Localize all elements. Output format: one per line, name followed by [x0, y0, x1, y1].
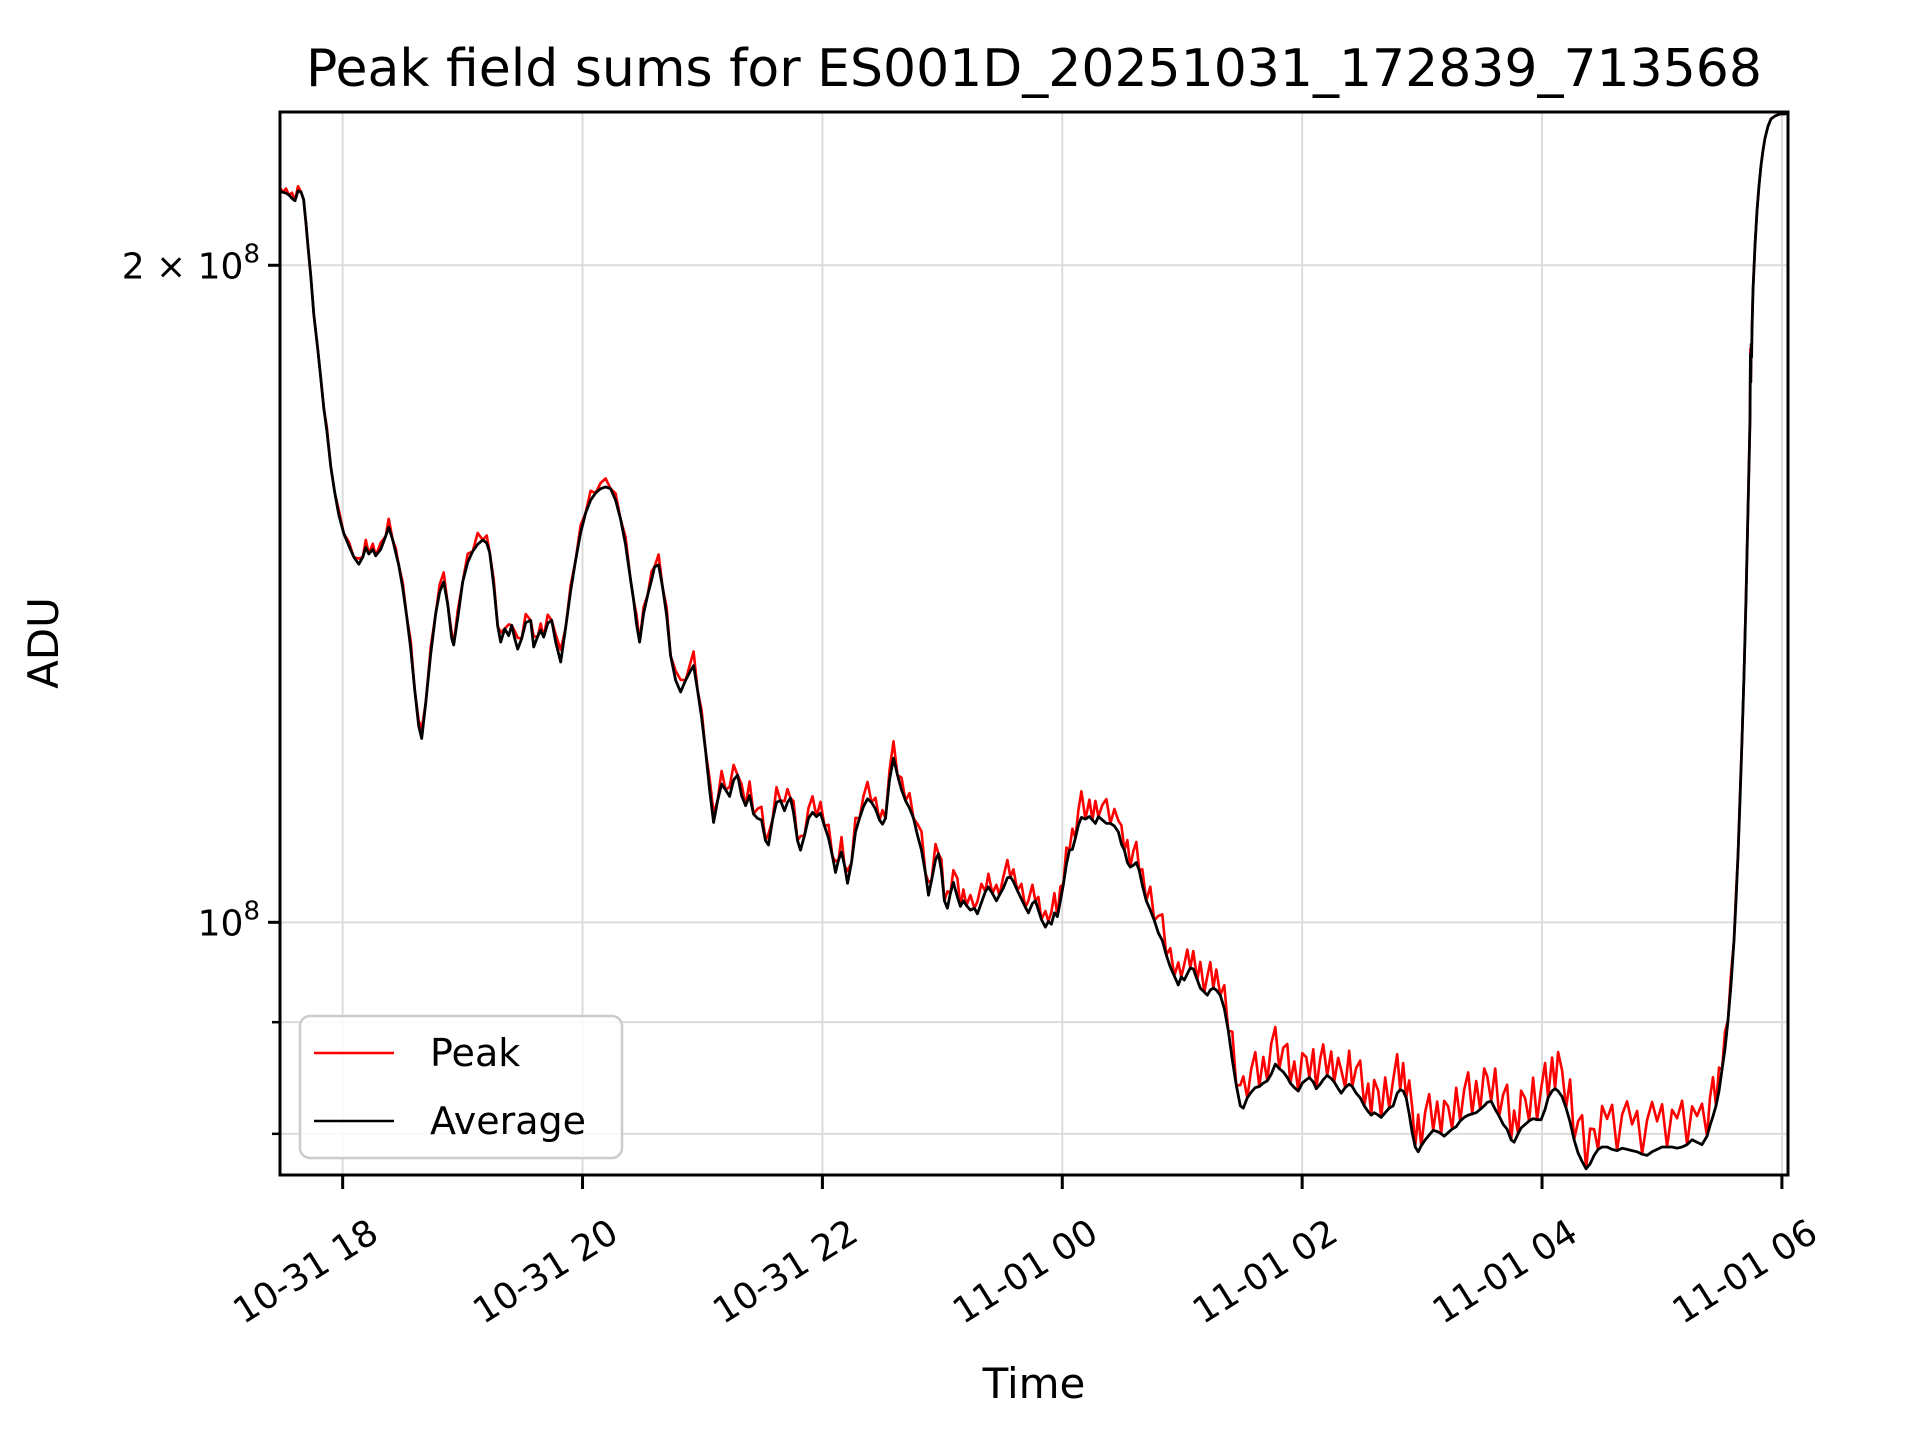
legend-average-label: Average [430, 1099, 586, 1143]
legend: Peak Average [298, 1014, 624, 1160]
legend-peak-label: Peak [430, 1031, 520, 1075]
axes-spine [278, 110, 1790, 1177]
average-series-line [280, 112, 1788, 1171]
chart-title: Peak field sums for ES001D_20251031_1728… [306, 39, 1762, 99]
x-axis-label: Time [982, 1359, 1086, 1408]
y-tick-label: 2 × 108 [122, 239, 260, 287]
y-axis-label: ADU [19, 597, 68, 689]
legend-box [298, 1014, 624, 1160]
data-series [280, 112, 1788, 1171]
y-tick-label: 108 [198, 896, 260, 944]
